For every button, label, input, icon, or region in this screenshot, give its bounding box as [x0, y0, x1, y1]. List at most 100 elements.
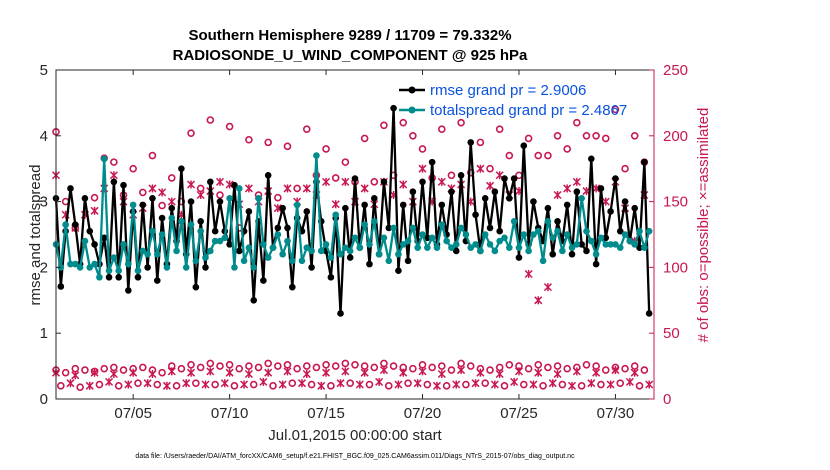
- obs-possible-marker: [288, 379, 297, 388]
- obs-assimilated-marker: [187, 180, 196, 189]
- totalspread-point: [144, 250, 151, 258]
- obs-possible-marker: [409, 364, 417, 373]
- obs-possible-marker: [534, 360, 543, 369]
- rmse-point: [351, 175, 359, 182]
- obs-possible-marker: [322, 145, 330, 153]
- obs-possible-marker: [524, 134, 533, 143]
- totalspread-point: [477, 247, 484, 255]
- obs-assimilated-marker: [645, 380, 654, 389]
- obs-possible-marker: [597, 380, 605, 389]
- obs-possible-marker: [611, 105, 620, 114]
- totalspread-point: [351, 234, 359, 242]
- rmse-point: [467, 139, 475, 146]
- totalspread-point: [105, 267, 113, 274]
- rmse-point: [264, 171, 272, 179]
- obs-possible-marker: [196, 363, 205, 372]
- obs-possible-marker: [274, 362, 282, 370]
- rmse-point: [231, 181, 238, 189]
- obs-possible-marker: [167, 174, 176, 182]
- obs-possible-marker: [95, 380, 104, 389]
- obs-possible-marker: [563, 364, 571, 373]
- obs-assimilated-marker: [90, 206, 99, 215]
- obs-possible-marker: [274, 193, 282, 202]
- totalspread-point: [120, 241, 127, 248]
- totalspread-line: [54, 154, 651, 279]
- totalspread-point: [496, 237, 503, 245]
- x-tick-label: 07/20: [404, 405, 442, 422]
- obs-possible-marker: [438, 125, 446, 134]
- totalspread-point: [173, 247, 180, 255]
- totalspread-point: [549, 234, 557, 242]
- rmse-point: [178, 165, 185, 172]
- rmse-point: [284, 224, 291, 232]
- obs-assimilated-marker: [432, 381, 442, 390]
- totalspread-point: [317, 247, 325, 255]
- totalspread-point: [375, 250, 383, 258]
- obs-possible-marker: [577, 382, 586, 390]
- totalspread-point: [245, 244, 253, 251]
- totalspread-point: [129, 201, 137, 209]
- obs-possible-marker: [539, 382, 547, 390]
- obs-assimilated-marker: [379, 366, 388, 375]
- obs-assimilated-marker: [331, 200, 340, 209]
- obs-possible-marker: [553, 132, 562, 140]
- totalspread-point: [308, 247, 315, 255]
- rmse-point: [380, 178, 388, 186]
- totalspread-point: [395, 250, 402, 258]
- totalspread-point: [462, 231, 470, 238]
- obs-possible-marker: [370, 363, 379, 372]
- obs-assimilated-marker: [514, 367, 523, 376]
- obs-possible-marker: [322, 360, 330, 369]
- rmse-point: [588, 155, 595, 163]
- obs-possible-marker: [573, 118, 581, 127]
- totalspread-point: [626, 237, 634, 245]
- rmse-point: [149, 195, 156, 202]
- totalspread-point: [303, 244, 311, 251]
- obs-possible-marker: [158, 368, 166, 377]
- obs-possible-marker: [457, 118, 465, 127]
- rmse-point: [303, 208, 311, 215]
- obs-assimilated-marker: [606, 380, 615, 389]
- totalspread-point: [588, 237, 595, 245]
- totalspread-point: [100, 155, 108, 163]
- obs-possible-marker: [418, 145, 427, 153]
- totalspread-point: [602, 241, 610, 248]
- totalspread-point: [592, 250, 600, 258]
- totalspread-point: [284, 237, 291, 245]
- rmse-point: [399, 201, 407, 209]
- obs-possible-marker: [389, 362, 398, 370]
- rmse-point: [390, 104, 397, 112]
- obs-assimilated-marker: [167, 367, 176, 376]
- totalspread-point: [168, 214, 176, 222]
- totalspread-point: [636, 227, 643, 235]
- totalspread-point: [346, 247, 354, 255]
- obs-possible-marker: [206, 116, 215, 124]
- obs-possible-marker: [177, 364, 186, 373]
- rmse-point: [250, 297, 258, 304]
- totalspread-point: [67, 260, 74, 268]
- obs-possible-marker: [462, 380, 470, 389]
- obs-assimilated-marker: [129, 368, 138, 377]
- totalspread-point: [583, 227, 590, 235]
- rmse-point: [419, 178, 426, 186]
- obs-possible-marker: [601, 134, 610, 143]
- rmse-point: [448, 188, 455, 196]
- obs-possible-marker: [134, 379, 142, 388]
- totalspread-point: [530, 231, 537, 238]
- rmse-point: [81, 195, 89, 202]
- totalspread-point: [631, 241, 639, 248]
- obs-possible-marker: [100, 364, 109, 373]
- x-tick-label: 07/25: [500, 405, 538, 422]
- legend-rmse-marker: [408, 86, 416, 94]
- rmse-point: [120, 181, 127, 189]
- legend-spread-label: totalspread grand pr = 2.4867: [430, 102, 627, 119]
- obs-possible-marker: [114, 382, 123, 390]
- obs-assimilated-marker: [529, 380, 538, 389]
- rmse-point: [631, 204, 639, 212]
- totalspread-point: [399, 241, 407, 248]
- obs-possible-marker: [360, 134, 369, 143]
- totalspread-point: [554, 227, 561, 235]
- rmse-point: [501, 175, 508, 182]
- obs-possible-marker: [399, 118, 408, 127]
- rmse-point: [187, 198, 195, 205]
